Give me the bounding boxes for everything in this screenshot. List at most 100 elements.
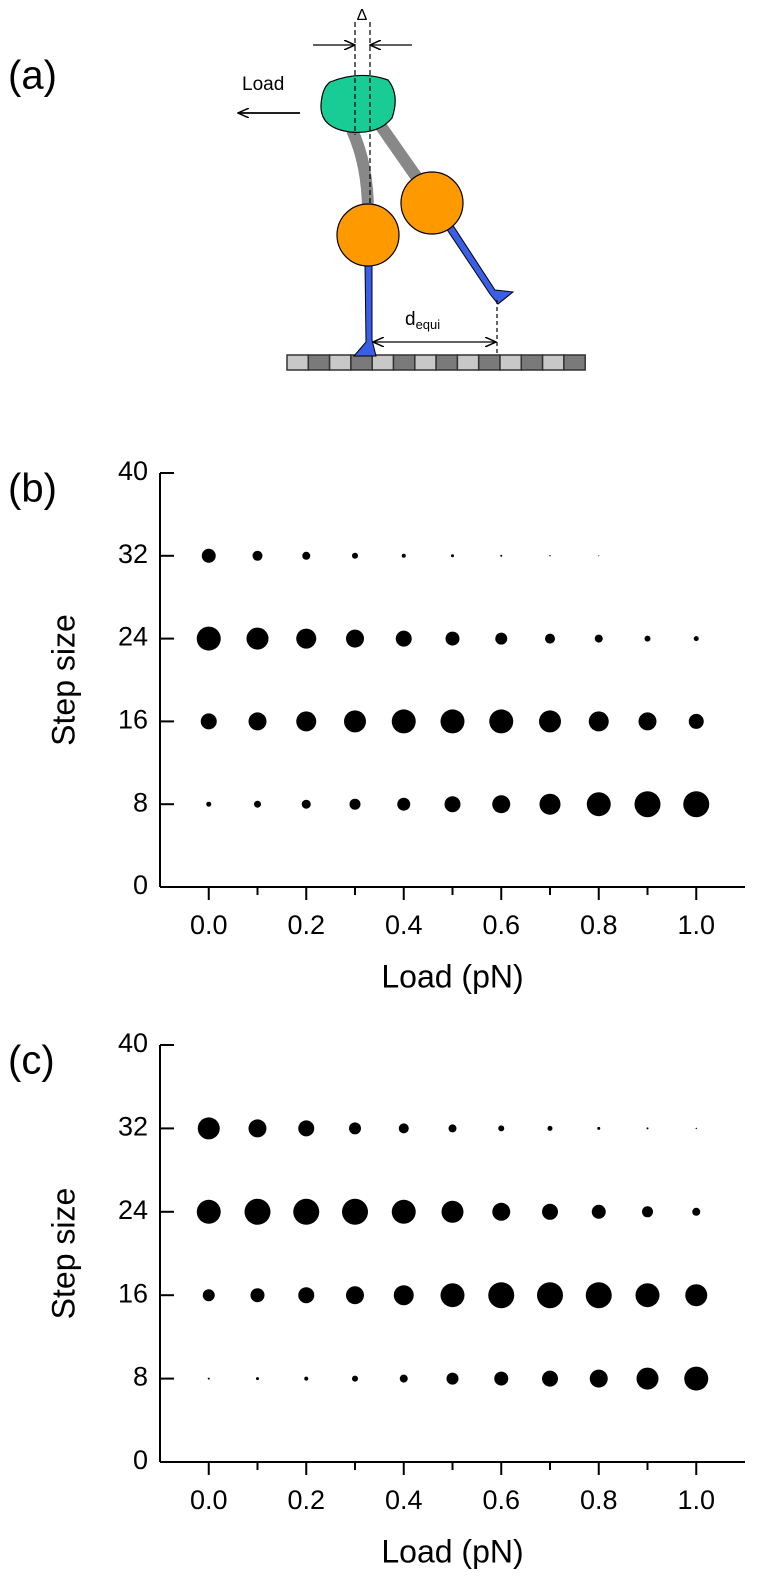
bubble bbox=[301, 799, 311, 809]
y-tick-label: 16 bbox=[118, 1278, 148, 1308]
bubble bbox=[692, 1207, 701, 1216]
bubble bbox=[683, 791, 710, 818]
stalk bbox=[373, 118, 425, 186]
bubble bbox=[545, 633, 555, 644]
x-tick-label: 0.8 bbox=[580, 1485, 618, 1515]
bubble bbox=[500, 554, 503, 557]
bubble bbox=[492, 1202, 511, 1221]
bubble bbox=[401, 553, 406, 558]
bubble bbox=[594, 634, 603, 643]
bubble bbox=[646, 1127, 649, 1130]
bubble bbox=[202, 1289, 215, 1302]
chart: (c) 0 8 16 24 32 40 0.0 0.2 0.4 0.6 0.8 1.0 Load (pN)… bbox=[8, 1028, 745, 1569]
bubble bbox=[448, 1124, 457, 1133]
leg bbox=[445, 223, 515, 305]
motor-domain bbox=[336, 203, 400, 267]
x-axis-title: Load (pN) bbox=[381, 1533, 523, 1569]
bubble bbox=[201, 548, 216, 563]
bubble bbox=[399, 1374, 408, 1383]
bubble bbox=[695, 1127, 697, 1130]
bubble bbox=[397, 797, 411, 811]
bubble bbox=[688, 713, 704, 729]
bubble bbox=[352, 552, 358, 559]
bubble bbox=[349, 1122, 361, 1135]
x-tick-label: 1.0 bbox=[677, 1485, 715, 1515]
bubble bbox=[346, 629, 364, 648]
bubble bbox=[441, 1200, 464, 1223]
bubble bbox=[638, 712, 657, 731]
bubble bbox=[693, 636, 699, 642]
bubble bbox=[196, 1199, 221, 1224]
bubble bbox=[248, 1119, 267, 1138]
bubble bbox=[444, 796, 461, 813]
diagram: (a) Load Δ dequi bbox=[8, 7, 586, 371]
bubble bbox=[642, 1206, 653, 1218]
x-tick-label: 0.4 bbox=[385, 1485, 423, 1515]
bubble bbox=[542, 1370, 558, 1387]
y-tick-label: 32 bbox=[118, 1112, 148, 1142]
bubble bbox=[446, 1372, 459, 1385]
d-subscript: equi bbox=[416, 317, 441, 332]
bubble bbox=[246, 627, 269, 650]
bubble bbox=[585, 1282, 612, 1309]
head bbox=[320, 74, 396, 134]
bubble bbox=[352, 1375, 358, 1382]
bubble bbox=[302, 551, 311, 560]
bubble bbox=[349, 798, 361, 810]
bubble bbox=[298, 1287, 315, 1304]
bubble bbox=[344, 710, 366, 733]
delta-label: Δ bbox=[357, 7, 368, 24]
x-axis-title: Load (pN) bbox=[381, 958, 523, 994]
bubble bbox=[591, 1204, 606, 1219]
x-tick-label: 0.0 bbox=[190, 910, 228, 940]
bubble bbox=[684, 1366, 709, 1391]
bubble bbox=[393, 1285, 414, 1306]
bubble bbox=[298, 1120, 315, 1137]
bubble bbox=[539, 710, 561, 733]
x-tick-label: 0.8 bbox=[580, 910, 618, 940]
track bbox=[286, 354, 586, 371]
x-tick-label: 0.2 bbox=[287, 910, 325, 940]
d-label: dequi bbox=[405, 309, 440, 332]
bubble bbox=[489, 709, 514, 734]
bubble bbox=[492, 795, 511, 814]
y-tick-label: 0 bbox=[133, 870, 148, 900]
bubble bbox=[634, 791, 661, 818]
y-tick-label: 40 bbox=[118, 1028, 148, 1058]
bubble bbox=[293, 1198, 320, 1225]
bubble bbox=[342, 1198, 368, 1225]
bubble bbox=[488, 1282, 515, 1309]
bubble bbox=[537, 1282, 563, 1309]
y-tick-label: 24 bbox=[118, 622, 148, 652]
panel-label: (b) bbox=[8, 467, 57, 511]
y-axis-title: Step size bbox=[45, 614, 81, 746]
panel-label: (a) bbox=[8, 54, 57, 98]
x-tick-label: 0.6 bbox=[482, 910, 520, 940]
bubble bbox=[547, 1125, 553, 1131]
bubble bbox=[248, 712, 267, 731]
bubble bbox=[685, 1284, 708, 1307]
bubble bbox=[589, 1369, 608, 1388]
bubble bbox=[296, 628, 317, 649]
y-tick-label: 16 bbox=[118, 705, 148, 735]
x-tick-label: 0.2 bbox=[287, 1485, 325, 1515]
bubble bbox=[197, 1117, 220, 1140]
x-tick-label: 0.4 bbox=[385, 910, 423, 940]
bubble bbox=[395, 630, 412, 647]
x-tick-label: 0.0 bbox=[190, 1485, 228, 1515]
leg bbox=[352, 263, 377, 357]
x-tick-label: 0.6 bbox=[482, 1485, 520, 1515]
x-tick-label: 1.0 bbox=[677, 910, 715, 940]
load-label: Load bbox=[242, 74, 284, 95]
bubble bbox=[451, 554, 454, 558]
bubble bbox=[635, 1283, 660, 1308]
bubble bbox=[391, 1199, 416, 1224]
bubble bbox=[391, 709, 416, 734]
bubble bbox=[586, 792, 611, 817]
bubble bbox=[598, 555, 600, 557]
bubble bbox=[296, 711, 317, 732]
bubble bbox=[256, 1377, 259, 1381]
bubble bbox=[440, 709, 465, 734]
bubble bbox=[445, 631, 460, 646]
